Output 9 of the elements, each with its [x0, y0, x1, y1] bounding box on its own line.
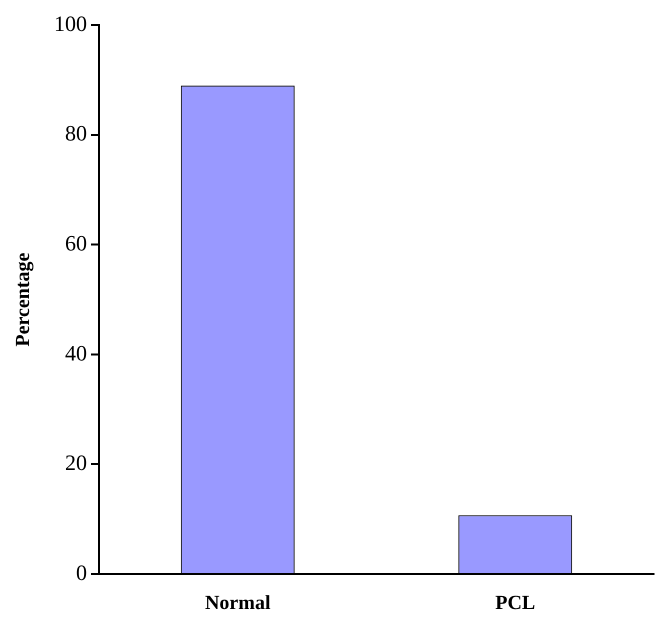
y-tick-label: 60	[65, 230, 87, 256]
x-tick-label: Normal	[204, 592, 271, 614]
y-tick-label: 80	[65, 120, 87, 146]
y-tick-label: 40	[65, 340, 87, 366]
x-tick-label: PCL	[495, 592, 536, 614]
y-tick-label: 20	[65, 450, 87, 476]
y-axis-title: Percentage	[12, 252, 34, 347]
y-tick-label: 100	[54, 10, 87, 36]
y-tick-label: 0	[76, 560, 87, 585]
